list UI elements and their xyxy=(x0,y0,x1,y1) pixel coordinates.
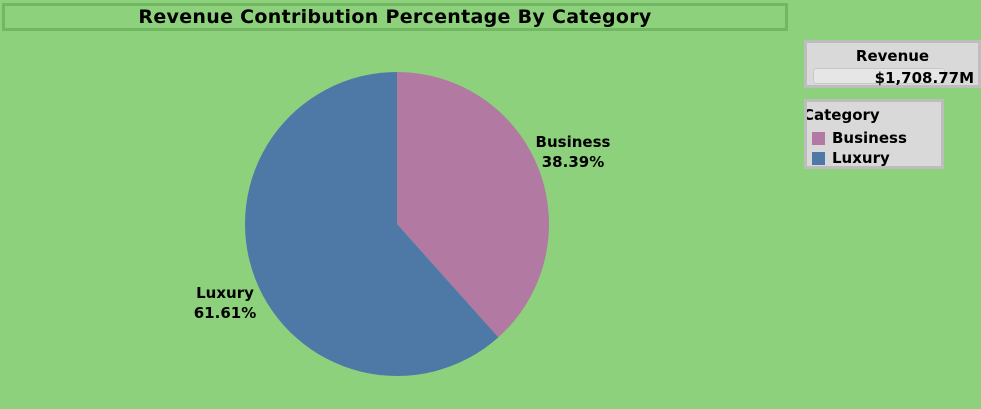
slice-label-business: Business 38.39% xyxy=(533,132,613,172)
legend-label-business: Business xyxy=(832,129,907,147)
slice-label-luxury-value: 61.61% xyxy=(193,304,257,322)
revenue-card-track xyxy=(813,68,945,84)
legend-item-business[interactable]: Business xyxy=(812,129,907,147)
revenue-card-title: Revenue xyxy=(855,47,930,65)
slice-label-luxury: Luxury 61.61% xyxy=(185,283,265,323)
chart-title: Revenue Contribution Percentage By Categ… xyxy=(138,6,652,28)
revenue-card-value: $1,708.77M xyxy=(874,69,974,87)
legend-swatch-luxury xyxy=(812,151,825,165)
slice-label-business-name: Business xyxy=(535,133,611,151)
legend-swatch-business xyxy=(812,131,825,145)
pie-slice-business[interactable] xyxy=(397,72,549,338)
chart-title-box: Revenue Contribution Percentage By Categ… xyxy=(2,3,788,31)
pie-slice-luxury[interactable] xyxy=(244,72,499,377)
legend-label-luxury: Luxury xyxy=(832,149,890,167)
revenue-card: Revenue $1,708.77M xyxy=(804,40,981,88)
legend: Category Business Luxury xyxy=(804,99,944,169)
legend-item-luxury[interactable]: Luxury xyxy=(812,149,890,167)
legend-title: Category xyxy=(804,106,880,124)
slice-label-luxury-name: Luxury xyxy=(196,284,254,302)
slice-label-business-value: 38.39% xyxy=(541,153,605,171)
